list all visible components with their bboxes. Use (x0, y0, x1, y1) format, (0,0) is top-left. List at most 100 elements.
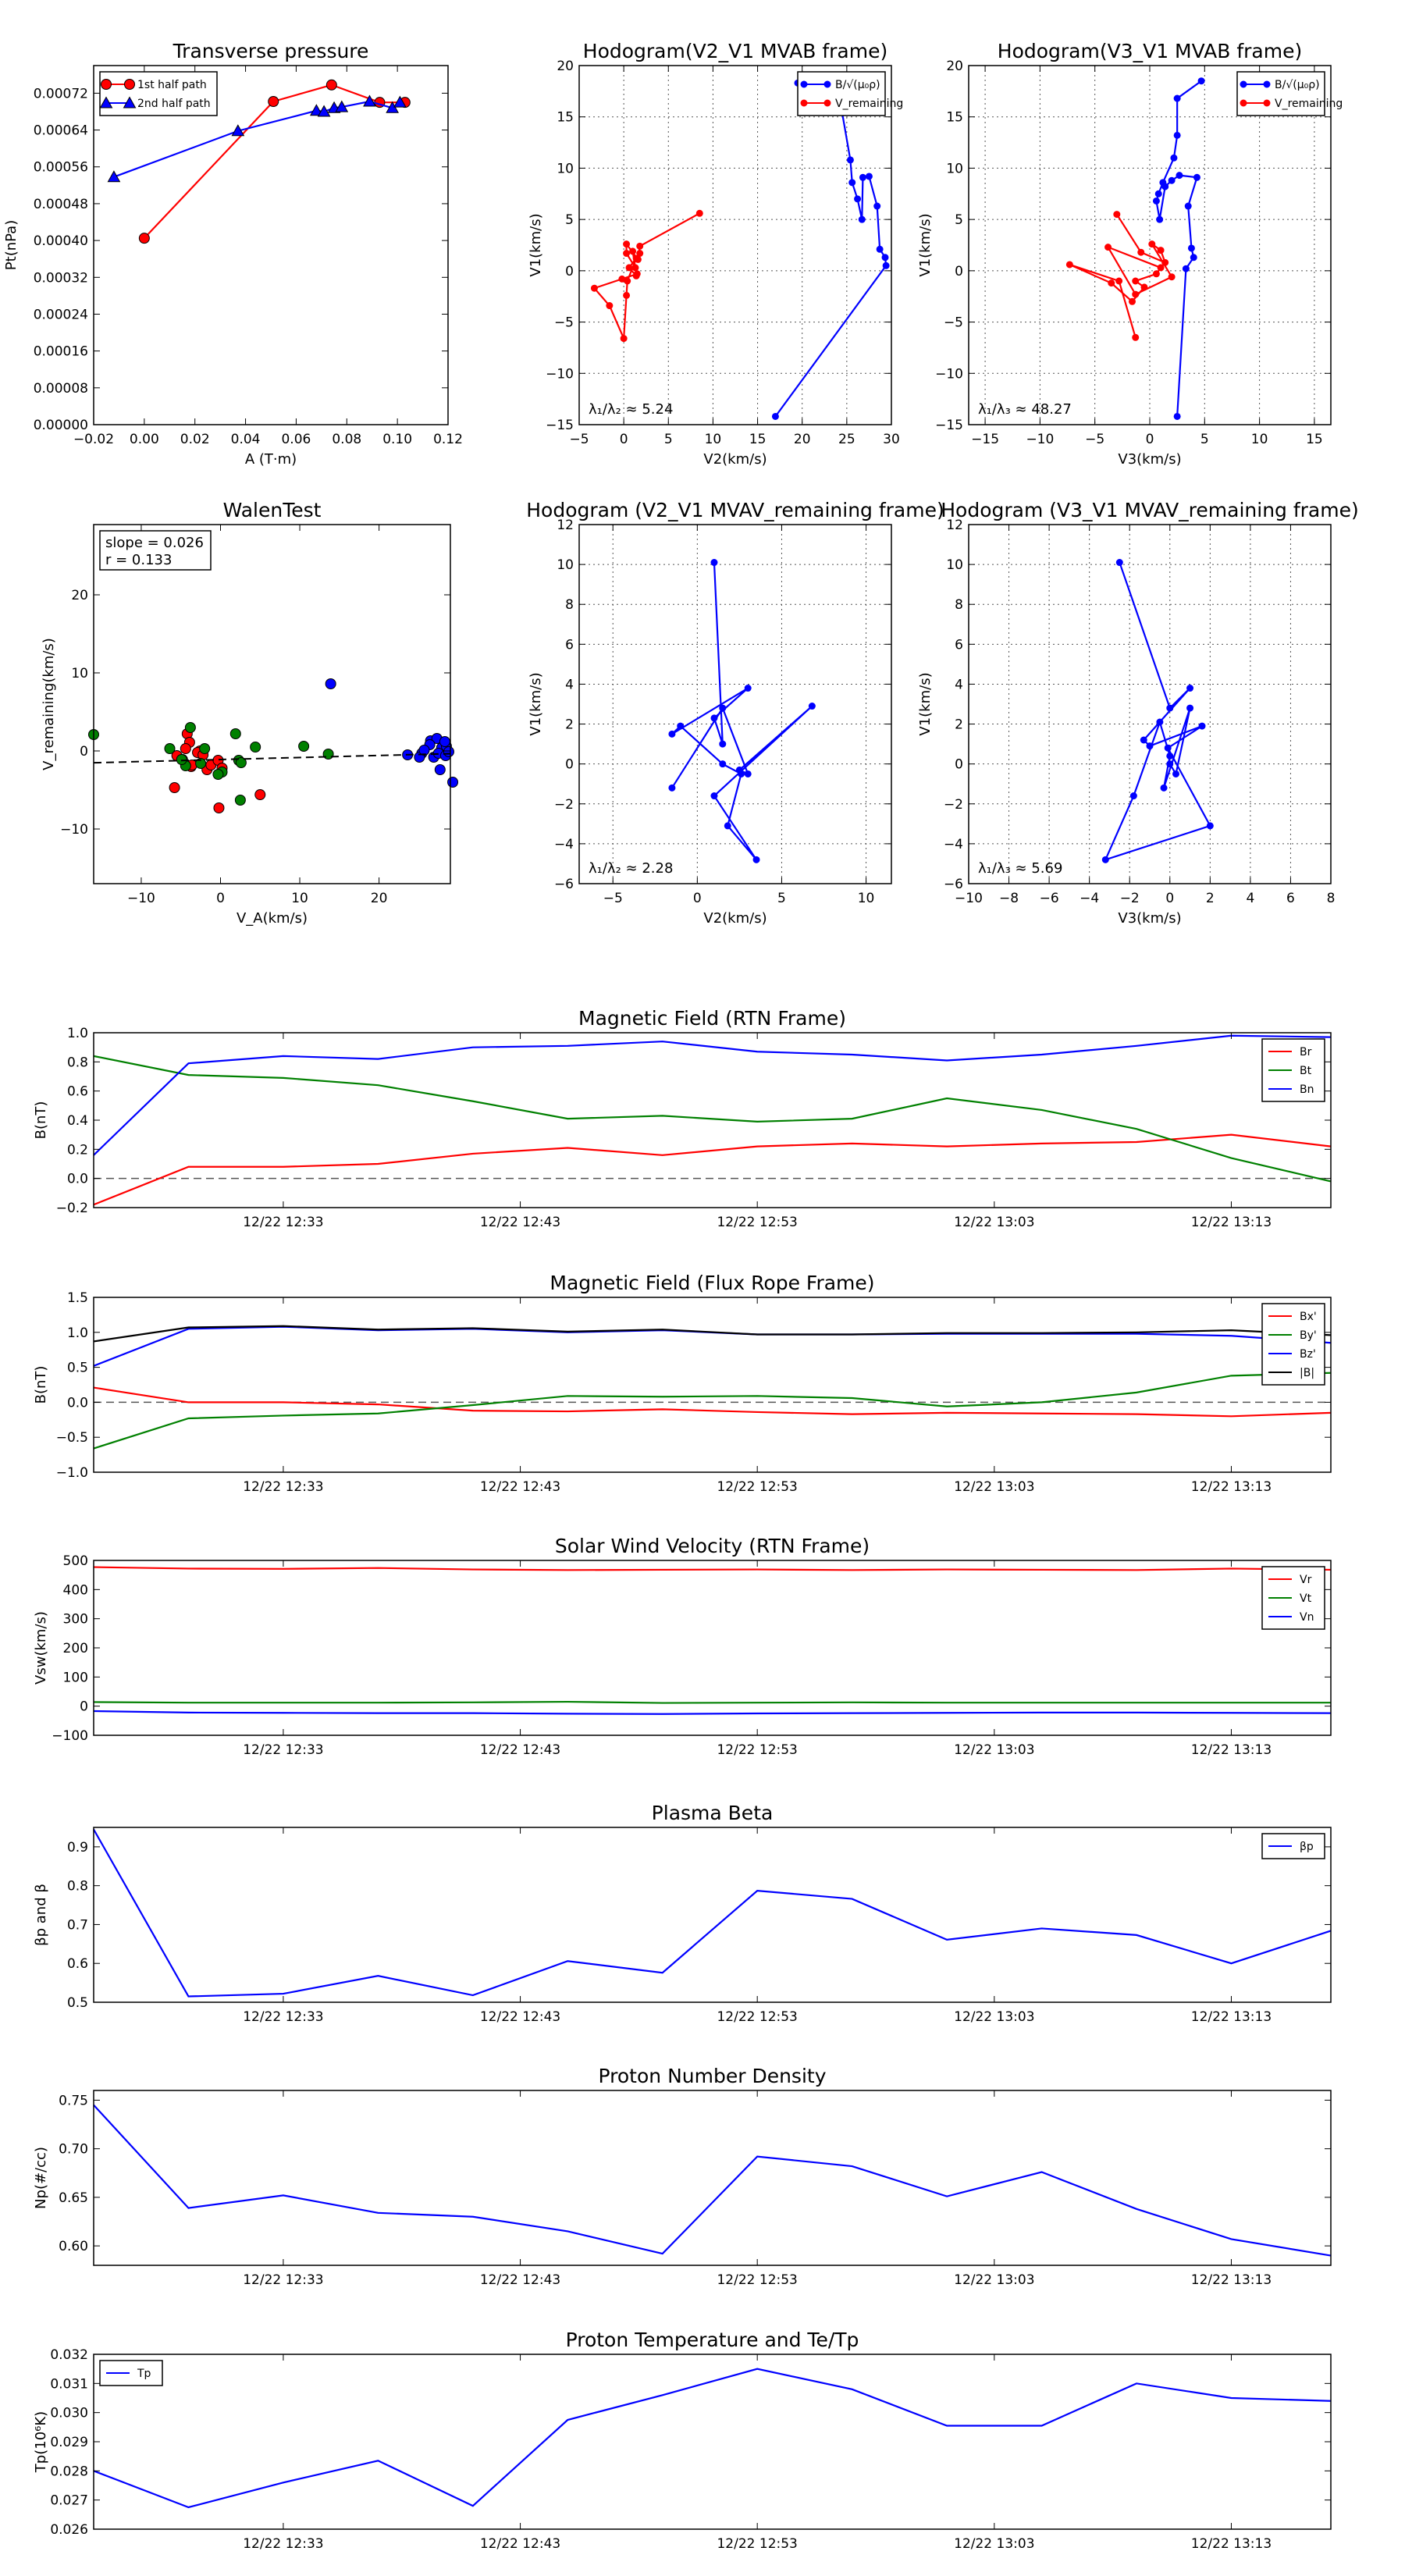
data-point (1176, 172, 1183, 180)
y-tick-label: 0.031 (50, 2376, 88, 2392)
data-point (1065, 261, 1073, 269)
data-point (1161, 183, 1169, 190)
data-point (858, 215, 866, 223)
data-point (213, 802, 225, 813)
y-tick-label: 0.00008 (34, 381, 88, 397)
x-tick-label: 12/22 12:33 (243, 1479, 323, 1495)
y-tick-label: 0.030 (50, 2406, 88, 2421)
series-line (93, 1055, 1332, 1183)
y-tick-label: 0 (955, 264, 963, 279)
legend-marker (1263, 99, 1271, 107)
x-tick-label: 12/22 13:13 (1191, 2009, 1272, 2025)
chart-h31r: −10 −8 −6 −4 −2 0 2 4 6 8 −6 −4 −2 0 2 4 6 8 10 12Hodogram … (917, 499, 1359, 927)
x-axis-label: V3(km/s) (1118, 451, 1181, 468)
y-axis-label: B(nT) (33, 1366, 49, 1404)
series-line (93, 1828, 1332, 1998)
x-tick-label: 12/22 13:13 (1191, 2272, 1272, 2288)
series-line (93, 1386, 1332, 1418)
y-tick-label: −6 (554, 877, 574, 892)
data-point (1146, 742, 1154, 750)
data-point (632, 254, 640, 262)
fit-line (93, 753, 451, 764)
y-tick-label: 300 (63, 1612, 88, 1628)
x-tick-label: 0 (1146, 432, 1154, 447)
data-point (1166, 760, 1174, 768)
data-point (719, 760, 727, 768)
data-point (235, 757, 247, 768)
x-tick-label: 12/22 13:13 (1191, 1742, 1272, 1758)
y-tick-label: −15 (935, 418, 963, 433)
x-tick-label: 12/22 13:13 (1191, 1215, 1272, 1230)
data-point (695, 209, 703, 217)
y-tick-label: 0.4 (67, 1113, 88, 1129)
x-tick-label: 0 (620, 432, 628, 447)
x-tick-label: 0 (693, 891, 702, 906)
data-point (298, 741, 310, 752)
y-tick-label: 0.6 (67, 1084, 88, 1100)
data-point (710, 559, 718, 567)
annotation-box (99, 530, 212, 571)
y-axis-label: V1(km/s) (917, 672, 934, 735)
x-tick-label: 20 (794, 432, 811, 447)
chart-title: Transverse pressure (173, 40, 369, 62)
data-point (1193, 173, 1200, 181)
x-tick-label: 12/22 13:03 (954, 2009, 1034, 2025)
data-point (631, 264, 639, 272)
x-tick-label: 6 (1286, 891, 1295, 906)
x-tick-label: 12/22 12:53 (717, 2536, 797, 2552)
chart-title: Plasma Beta (652, 1802, 774, 1824)
plot-frame (93, 2090, 1332, 2266)
x-tick-label: 12/22 12:43 (480, 2009, 560, 2025)
chart-title: Magnetic Field (Flux Rope Frame) (550, 1272, 874, 1294)
data-point (625, 264, 633, 272)
y-axis-label: Np(#/cc) (33, 2147, 49, 2209)
data-point (418, 745, 430, 756)
y-tick-label: 0.60 (59, 2239, 88, 2254)
y-tick-label: 0.00064 (34, 123, 88, 139)
legend-marker (1240, 80, 1247, 88)
data-point (606, 302, 614, 310)
y-axis-label: βp and β (33, 1884, 49, 1946)
y-tick-label: 0.75 (59, 2093, 88, 2108)
y-tick-label: 0.00072 (34, 86, 88, 101)
x-tick-label: 20 (371, 891, 388, 906)
data-point (254, 789, 266, 800)
legend-label: 2nd half path (137, 98, 211, 110)
chart-beta: 12/22 12:33 12/22 12:43 12/22 12:53 12/22 1… (33, 1802, 1332, 2025)
x-tick-label: 5 (664, 432, 673, 447)
x-tick-label: 12/22 12:43 (480, 2536, 560, 2552)
legend-label: Bz' (1300, 1348, 1316, 1361)
data-point (1115, 559, 1123, 567)
chart-tp: −0.02 0.00 0.02 0.04 0.06 0.08 0.10 0.12 0.00000… (3, 40, 463, 468)
y-tick-label: 400 (63, 1582, 88, 1598)
x-tick-label: 10 (1251, 432, 1268, 447)
data-point (1137, 248, 1145, 256)
data-point (1168, 176, 1176, 184)
y-tick-label: 0.027 (50, 2493, 88, 2509)
plot-frame (93, 524, 451, 884)
data-point (590, 284, 598, 292)
chart-title: Solar Wind Velocity (RTN Frame) (555, 1535, 870, 1557)
y-tick-label: −2 (944, 797, 963, 813)
x-tick-label: 12/22 12:53 (717, 2272, 797, 2288)
y-tick-label: 1.5 (67, 1290, 88, 1306)
data-point (1166, 704, 1174, 712)
data-point (229, 728, 241, 739)
y-tick-label: 0.70 (59, 2142, 88, 2158)
data-point (1168, 273, 1176, 281)
y-tick-label: −10 (546, 366, 574, 382)
legend-box (797, 71, 886, 116)
data-point (710, 792, 718, 800)
x-tick-label: 0 (216, 891, 225, 906)
x-tick-label: 12/22 12:53 (717, 2009, 797, 2025)
legend-label: V_remaining (835, 98, 903, 110)
data-point (881, 254, 889, 262)
legend-label: Bn (1300, 1083, 1314, 1096)
data-point (724, 822, 731, 830)
chart-np: 12/22 12:33 12/22 12:43 12/22 12:53 12/22 1… (33, 2065, 1332, 2288)
annotation-text: r = 0.133 (105, 552, 172, 568)
y-tick-label: 0.026 (50, 2522, 88, 2538)
y-tick-label: 10 (557, 557, 574, 573)
plot-frame (968, 524, 1332, 884)
